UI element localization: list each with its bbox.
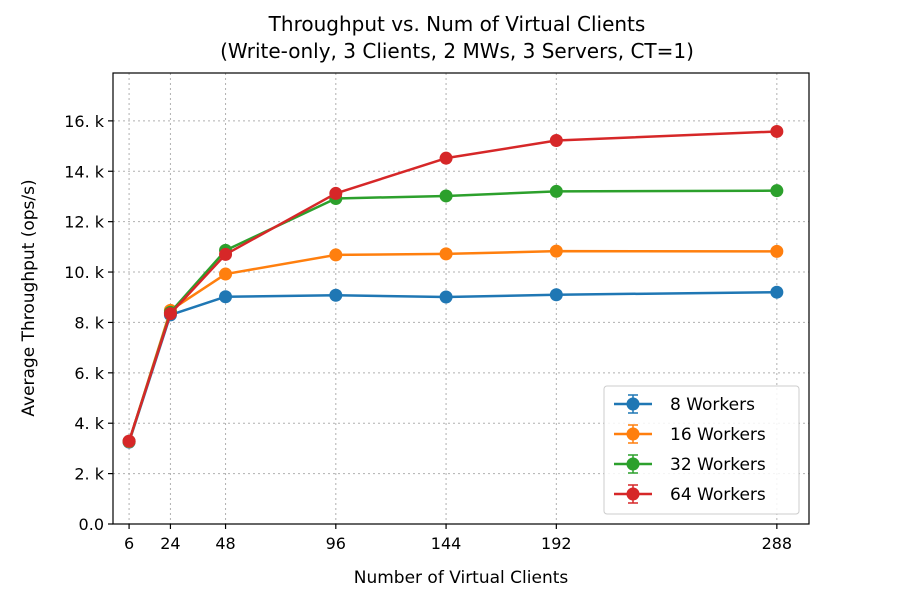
axes: 6 24 48 96 144 192 288 0.0 2. k 4. k 6. k 8. k 10. k… [64, 72, 810, 553]
x-tick-label: 96 [326, 534, 346, 553]
data-point [549, 184, 563, 198]
x-tick-label: 192 [541, 534, 572, 553]
y-tick-label: 14. k [64, 162, 105, 181]
data-point [329, 288, 343, 302]
x-tick-label: 48 [215, 534, 235, 553]
data-point [439, 290, 453, 304]
legend-label: 32 Workers [670, 455, 766, 475]
data-point [122, 434, 136, 448]
x-tick-label: 288 [762, 534, 793, 553]
legend-item: 32 Workers [614, 454, 766, 475]
legend-label: 64 Workers [670, 485, 766, 505]
y-axis-label: Average Throughput (ops/s) [19, 179, 39, 416]
y-tick-label: 6. k [74, 364, 104, 383]
chart-title-line1: Throughput vs. Num of Virtual Clients [268, 12, 646, 36]
data-point [329, 248, 343, 262]
legend-marker [626, 457, 640, 471]
legend-label: 16 Workers [670, 425, 766, 445]
data-point [549, 244, 563, 258]
chart-title-line2: (Write-only, 3 Clients, 2 MWs, 3 Servers… [220, 39, 694, 63]
legend: 8 Workers 16 Workers 32 Workers 64 Workers [603, 385, 800, 515]
legend-marker [626, 487, 640, 501]
series-layer [122, 124, 784, 449]
data-point [163, 307, 177, 321]
series-4 [122, 124, 784, 448]
data-point [439, 151, 453, 165]
legend-item: 8 Workers [614, 394, 755, 415]
legend-item: 16 Workers [614, 424, 766, 445]
data-point [219, 247, 233, 261]
y-tick-label: 12. k [64, 213, 105, 232]
x-tick-label: 24 [160, 534, 180, 553]
legend-marker [626, 397, 640, 411]
legend-box [603, 385, 800, 515]
legend-label: 8 Workers [670, 395, 755, 415]
y-tick-label: 4. k [74, 414, 104, 433]
data-point [770, 184, 784, 198]
legend-marker [626, 427, 640, 441]
data-point [219, 290, 233, 304]
x-tick-label: 144 [431, 534, 462, 553]
x-tick-label: 6 [124, 534, 134, 553]
data-point [439, 247, 453, 261]
data-point [770, 124, 784, 138]
data-point [549, 288, 563, 302]
y-tick-label: 8. k [74, 313, 104, 332]
y-tick-label: 10. k [64, 263, 105, 282]
data-point [549, 134, 563, 148]
y-tick-label: 16. k [64, 112, 105, 131]
x-axis-label: Number of Virtual Clients [354, 568, 569, 588]
legend-item: 64 Workers [614, 484, 766, 505]
y-tick-label: 2. k [74, 465, 104, 484]
data-point [219, 267, 233, 281]
data-point [439, 189, 453, 203]
data-point [770, 244, 784, 258]
y-tick-label: 0.0 [79, 515, 104, 534]
data-point [770, 285, 784, 299]
plot-area-frame [112, 72, 810, 525]
data-point [329, 186, 343, 200]
